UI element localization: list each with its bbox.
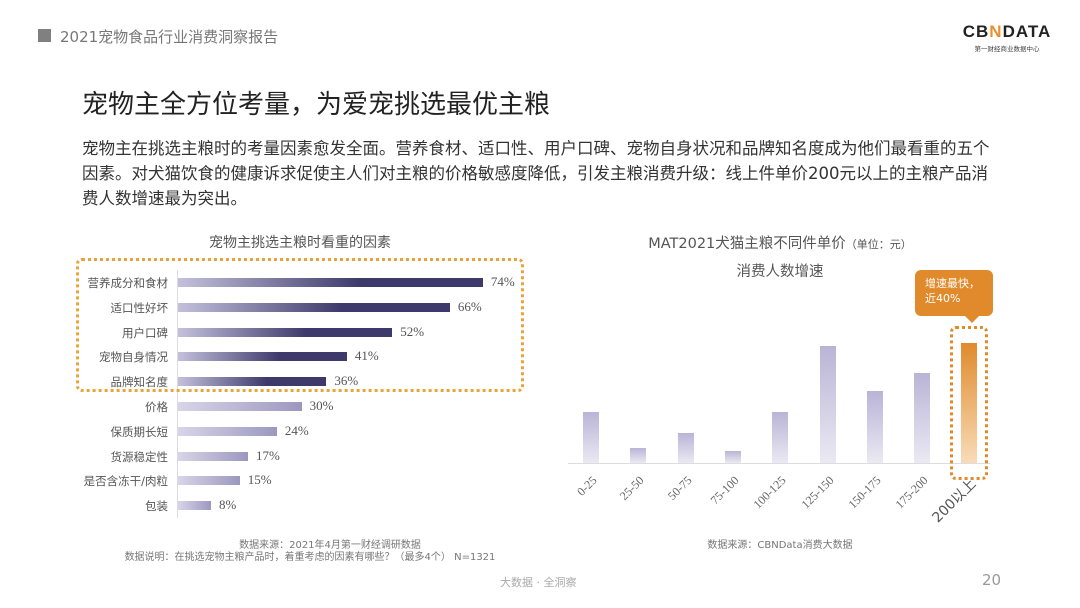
- bar: [178, 377, 327, 387]
- category-label: 宠物自身情况: [99, 350, 168, 365]
- category-label: 品牌知名度: [110, 375, 169, 390]
- category-label: 营养成分和食材: [87, 276, 169, 290]
- price-growth-bar-chart: 0-25 25-50 50-75 75-100 100-125 125-150 150-17…: [568, 343, 990, 526]
- right-chart-subtitle: 消费人数增速: [736, 264, 824, 280]
- category-label: 货源稳定性: [110, 449, 169, 464]
- bar: [630, 448, 647, 463]
- value-label: 8%: [218, 497, 237, 513]
- bar: [178, 476, 240, 486]
- bar: [178, 451, 249, 461]
- cbndata-logo: CBNDATA 第一财经商业数据中心: [962, 22, 1052, 53]
- category-label: 用户口碑: [122, 325, 168, 340]
- bar: [178, 402, 302, 411]
- bar: [724, 451, 741, 463]
- right-chart-title-text: MAT2021犬猫主粮不同件单价: [648, 236, 846, 252]
- x-axis-line: [568, 463, 990, 464]
- value-label: 15%: [247, 472, 272, 488]
- bar: [914, 373, 931, 463]
- value-label: 24%: [284, 422, 309, 438]
- bar: [677, 433, 694, 463]
- value-label: 36%: [334, 373, 359, 389]
- callout-fastest-growth: 增速最快，近40%: [915, 270, 993, 323]
- highlight-box: [76, 258, 524, 392]
- page-number: 20: [982, 571, 1002, 589]
- value-label: 30%: [309, 398, 334, 413]
- value-label: 74%: [490, 274, 515, 289]
- bar: [178, 278, 483, 287]
- highlight-box-200: [950, 326, 988, 480]
- y-axis-line: [177, 270, 178, 518]
- category-label: 包装: [145, 499, 168, 514]
- bar: [866, 391, 883, 463]
- category-label: 适口性好坏: [110, 300, 169, 315]
- bar: [583, 412, 599, 463]
- right-chart-unit: （单位：元）: [845, 238, 912, 251]
- bar: [178, 426, 277, 436]
- bar: [961, 343, 978, 463]
- left-chart-title: 宠物主挑选主粮时看重的因素: [209, 235, 391, 251]
- header-square-icon: [38, 29, 51, 42]
- bar: [178, 501, 211, 511]
- bar: [178, 327, 393, 337]
- value-label: 66%: [457, 298, 482, 314]
- left-chart-source: 数据来源：2021年4月第一财经调研数据: [239, 540, 421, 551]
- bar: [178, 302, 450, 312]
- footer-tagline: 大数据 · 全洞察: [500, 576, 577, 589]
- bar: [178, 352, 347, 362]
- description: 宠物主在挑选主粮时的考量因素愈发全面。营养食材、适口性、用户口碑、宠物自身状况和…: [82, 139, 990, 208]
- report-title: 2021宠物食品行业消费洞察报告: [60, 28, 279, 46]
- value-label: 17%: [256, 447, 280, 463]
- right-chart-source: 数据来源：CBNData消费大数据: [707, 540, 853, 551]
- value-label: 52%: [400, 323, 425, 339]
- callout-text: 增速最快，近40%: [925, 277, 980, 305]
- bar: [819, 346, 836, 463]
- category-label: 价格: [145, 400, 168, 414]
- bar: [772, 412, 789, 463]
- factors-bar-chart: 营养成分和食材 74% 适口性好坏 66% 用户口碑 52% 宠物自身情况 41% 品牌知名度 3…: [0, 0, 560, 530]
- page-title: 宠物主全方位考量，为爱宠挑选最优主粮: [82, 90, 551, 120]
- right-chart-title: MAT2021犬猫主粮不同件单价（单位：元）: [580, 232, 980, 253]
- value-label: 41%: [354, 348, 379, 364]
- left-chart-note: 数据说明：在挑选宠物主粮产品时，着重考虑的因素有哪些？（最多4个） N=1321: [124, 552, 496, 563]
- category-label: 是否含冻干/肉粒: [83, 474, 168, 489]
- category-label: 保质期长短: [110, 424, 169, 439]
